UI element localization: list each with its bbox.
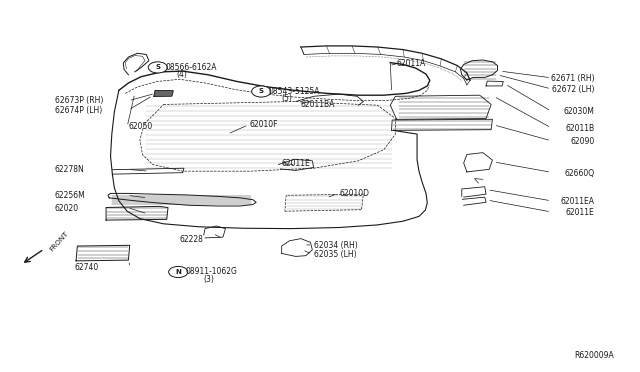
Circle shape: [252, 86, 271, 97]
Text: 62011A: 62011A: [397, 59, 426, 68]
Text: R620009A: R620009A: [574, 351, 614, 360]
Polygon shape: [154, 90, 173, 96]
Text: 62660Q: 62660Q: [564, 169, 595, 177]
Text: S: S: [259, 89, 264, 94]
Circle shape: [148, 62, 168, 73]
Text: 62030M: 62030M: [564, 108, 595, 116]
Text: 62010F: 62010F: [250, 121, 278, 129]
Text: 08543-5125A: 08543-5125A: [269, 87, 321, 96]
Text: 62228: 62228: [179, 235, 204, 244]
Text: 62011E: 62011E: [566, 208, 595, 217]
Text: 62020: 62020: [55, 204, 79, 213]
Text: 62035 (LH): 62035 (LH): [314, 250, 356, 259]
Text: 62034 (RH): 62034 (RH): [314, 241, 357, 250]
Text: 62011E: 62011E: [282, 159, 310, 168]
Text: N: N: [175, 269, 181, 275]
Text: 08911-1062G: 08911-1062G: [186, 267, 238, 276]
Text: 62278N: 62278N: [55, 165, 84, 174]
Text: 62090: 62090: [570, 137, 595, 146]
Text: FRONT: FRONT: [49, 230, 70, 253]
Text: 62740: 62740: [74, 263, 99, 272]
Text: 62672 (LH): 62672 (LH): [552, 85, 595, 94]
Text: (3): (3): [203, 275, 214, 284]
Text: S: S: [156, 64, 160, 70]
Text: (5): (5): [282, 94, 292, 103]
Text: 62010D: 62010D: [339, 189, 369, 198]
Text: 62674P (LH): 62674P (LH): [55, 106, 102, 115]
Text: (4): (4): [176, 70, 187, 79]
Circle shape: [169, 266, 188, 278]
Text: 62256M: 62256M: [55, 191, 86, 200]
Text: 62050: 62050: [129, 122, 153, 131]
Text: 62011EA: 62011EA: [561, 197, 595, 206]
Text: 62011BA: 62011BA: [301, 100, 335, 109]
Text: 62673P (RH): 62673P (RH): [55, 96, 103, 105]
Text: 62011B: 62011B: [566, 124, 595, 133]
Text: 08566-6162A: 08566-6162A: [166, 63, 217, 72]
Text: 62671 (RH): 62671 (RH): [551, 74, 595, 83]
